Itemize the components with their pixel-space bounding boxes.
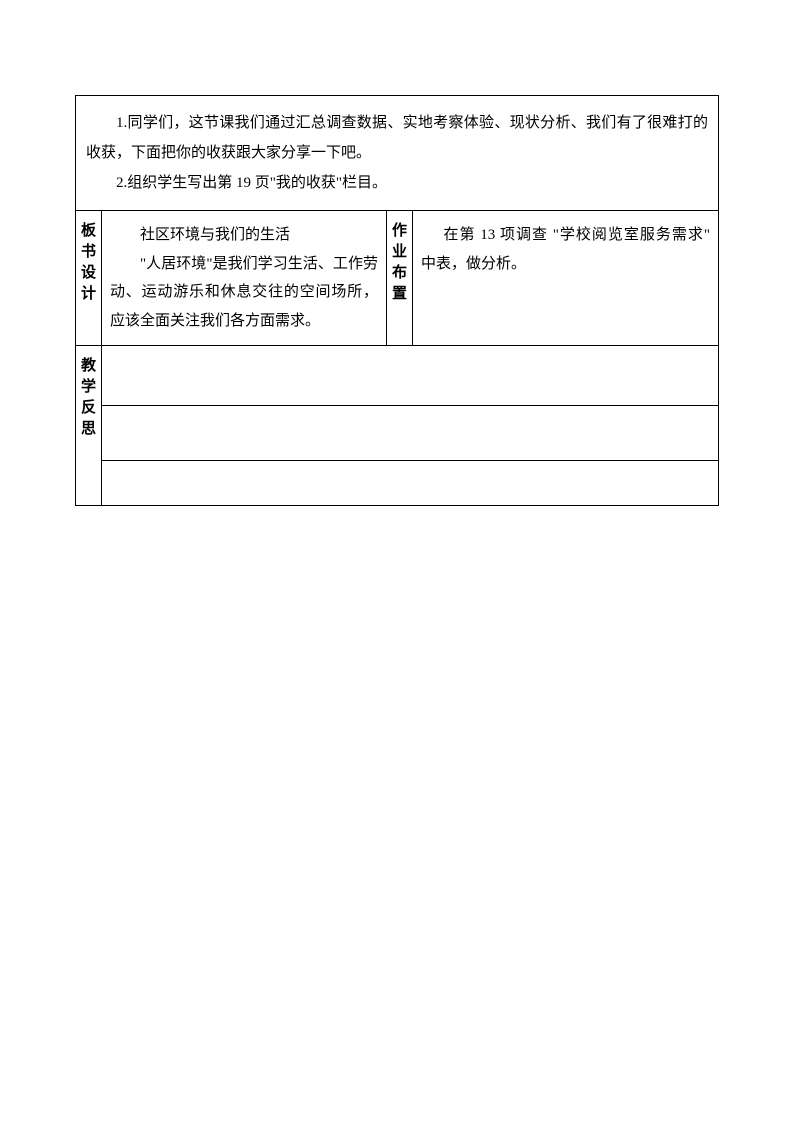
intro-paragraph-2: 2.组织学生写出第 19 页"我的收获"栏目。 bbox=[86, 168, 708, 198]
homework-text: 在第 13 项调查 "学校阅览室服务需求" 中表，做分析。 bbox=[421, 221, 710, 278]
reflection-row-2 bbox=[102, 406, 719, 461]
board-design-title: 社区环境与我们的生活 bbox=[110, 221, 378, 250]
board-design-content: 社区环境与我们的生活 "人居环境"是我们学习生活、工作劳动、运动游乐和休息交往的… bbox=[102, 211, 387, 346]
reflection-label: 教学反思 bbox=[76, 346, 102, 506]
intro-paragraph-1: 1.同学们，这节课我们通过汇总调查数据、实地考察体验、现状分析、我们有了很难打的… bbox=[86, 108, 708, 168]
reflection-row-3 bbox=[102, 461, 719, 506]
board-design-text: "人居环境"是我们学习生活、工作劳动、运动游乐和休息交往的空间场所， 应该全面关… bbox=[110, 250, 378, 336]
lesson-plan-table: 1.同学们，这节课我们通过汇总调查数据、实地考察体验、现状分析、我们有了很难打的… bbox=[75, 95, 719, 506]
homework-content: 在第 13 项调查 "学校阅览室服务需求" 中表，做分析。 bbox=[413, 211, 719, 346]
reflection-row-1 bbox=[102, 346, 719, 406]
board-design-label: 板书设计 bbox=[76, 211, 102, 346]
intro-section: 1.同学们，这节课我们通过汇总调查数据、实地考察体验、现状分析、我们有了很难打的… bbox=[76, 96, 719, 211]
homework-label: 作业布置 bbox=[387, 211, 413, 346]
